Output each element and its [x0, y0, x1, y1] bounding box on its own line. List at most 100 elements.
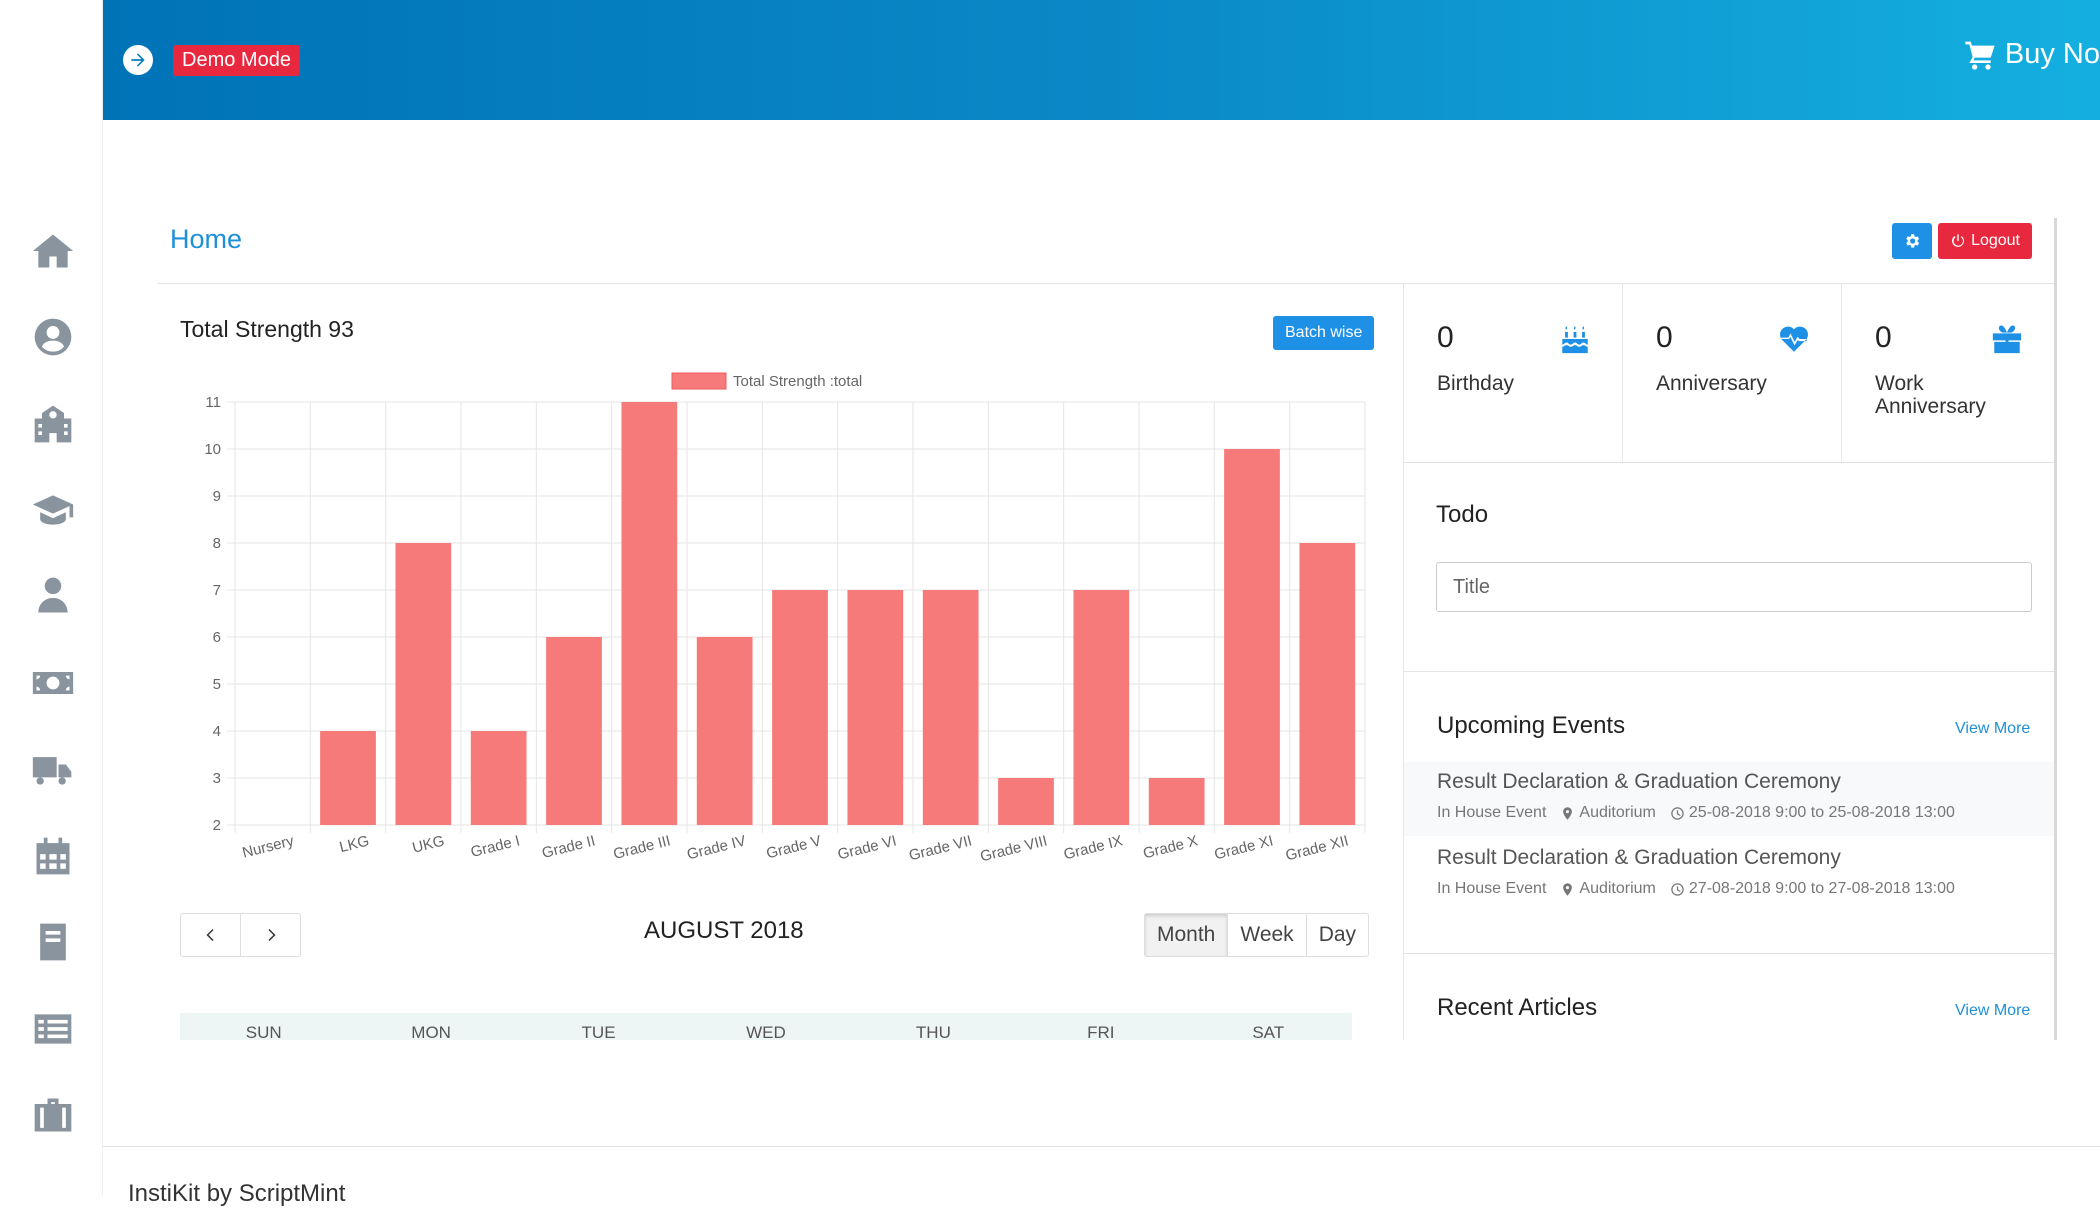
- event-item[interactable]: Result Declaration & Graduation Ceremony…: [1404, 838, 2054, 912]
- legend-label: Total Strength :total: [733, 373, 862, 390]
- user-circle-icon[interactable]: [28, 312, 78, 362]
- y-tick-label: 8: [213, 535, 221, 552]
- event-item[interactable]: Result Declaration & Graduation Ceremony…: [1404, 762, 2054, 836]
- view-week-button[interactable]: Week: [1228, 914, 1307, 956]
- weekday-label: SAT: [1252, 1023, 1285, 1040]
- x-tick-label: LKG: [338, 832, 371, 856]
- weekday-label: TUE: [581, 1023, 616, 1040]
- y-tick-label: 10: [204, 441, 221, 458]
- stat-value: 0: [1437, 321, 1454, 354]
- birthday-cake-icon: [1558, 322, 1592, 356]
- briefcase-icon[interactable]: [28, 1090, 78, 1140]
- x-tick-label: Grade XII: [1284, 832, 1350, 864]
- x-tick-label: UKG: [411, 832, 447, 856]
- graduation-cap-icon[interactable]: [28, 485, 78, 535]
- stat-anniversary: 0 Anniversary: [1623, 284, 1842, 462]
- next-button[interactable]: [241, 914, 300, 956]
- todo-divider: [1404, 671, 2054, 672]
- event-location-label: Auditorium: [1579, 804, 1656, 821]
- bar: [1148, 778, 1205, 825]
- event-meta: In House Event Auditorium 27-08-2018 9:0…: [1437, 880, 1955, 898]
- buy-now-label: Buy No: [2004, 38, 2100, 70]
- bar: [1224, 449, 1280, 825]
- bar: [621, 402, 678, 825]
- event-time: 25-08-2018 9:00 to 25-08-2018 13:00: [1670, 804, 1955, 822]
- bar: [395, 543, 452, 825]
- logout-label: Logout: [1971, 232, 2020, 249]
- x-tick-label: Grade IV: [685, 832, 747, 863]
- upcoming-events-title: Upcoming Events: [1437, 712, 1626, 739]
- legend-swatch: [671, 372, 727, 390]
- weekday-label: THU: [915, 1023, 951, 1040]
- x-tick-label: Grade VII: [907, 832, 973, 864]
- power-icon: [1952, 234, 1965, 247]
- prev-button[interactable]: [181, 914, 241, 956]
- batch-wise-button[interactable]: Batch wise: [1273, 316, 1375, 350]
- header-actions: Logout: [1892, 223, 2032, 259]
- cart-icon: [1965, 41, 1995, 70]
- weekday-label: MON: [411, 1023, 451, 1040]
- event-location: Auditorium: [1560, 880, 1656, 898]
- clock-icon: [1671, 806, 1684, 820]
- view-day-button[interactable]: Day: [1318, 923, 1357, 946]
- event-type: In House Event: [1437, 880, 1547, 897]
- buy-now-link[interactable]: Buy No: [1963, 38, 2100, 71]
- bar: [847, 590, 904, 825]
- y-tick-label: 5: [213, 676, 221, 693]
- bar: [320, 731, 376, 825]
- event-location: Auditorium: [1560, 804, 1656, 822]
- y-tick-label: 11: [205, 394, 221, 411]
- bar: [470, 731, 527, 825]
- book-icon[interactable]: [28, 917, 78, 967]
- events-view-more-link[interactable]: View More: [1955, 720, 2031, 737]
- arrow-right-icon[interactable]: [123, 45, 153, 75]
- top-bar: Demo Mode Buy No: [103, 0, 2100, 120]
- event-meta: In House Event Auditorium 25-08-2018 9:0…: [1437, 804, 1955, 822]
- bar: [772, 590, 828, 825]
- calendar-icon[interactable]: [28, 831, 78, 881]
- stat-value: 0: [1656, 321, 1673, 354]
- y-tick-label: 9: [213, 488, 221, 505]
- stat-value: 0: [1875, 321, 1892, 354]
- x-tick-label: Grade VI: [836, 832, 898, 863]
- footer-text: InstiKit by ScriptMint: [128, 1180, 346, 1207]
- x-tick-label: Grade X: [1141, 832, 1199, 862]
- x-tick-label: Grade VIII: [979, 832, 1049, 865]
- y-tick-label: 2: [213, 817, 221, 834]
- list-icon[interactable]: [28, 1004, 78, 1054]
- map-marker-icon: [1563, 806, 1573, 820]
- logout-button[interactable]: Logout: [1938, 223, 2032, 259]
- event-time-label: 27-08-2018 9:00 to 27-08-2018 13:00: [1688, 880, 1955, 897]
- bar: [546, 637, 602, 825]
- bar: [1299, 543, 1356, 825]
- x-tick-label: Grade XI: [1213, 832, 1275, 863]
- school-icon[interactable]: [28, 399, 78, 449]
- todo-title: Todo: [1436, 501, 1489, 528]
- calendar-nav: [180, 913, 301, 957]
- todo-title-input[interactable]: [1436, 562, 2032, 612]
- column-divider: [1403, 284, 1404, 1040]
- event-time: 27-08-2018 9:00 to 27-08-2018 13:00: [1670, 880, 1955, 898]
- event-title: Result Declaration & Graduation Ceremony: [1437, 846, 1841, 869]
- page-title[interactable]: Home: [170, 224, 243, 254]
- strength-bar-chart: Total Strength :total 2 3 4 5 6 7 8 9 10 11 Nursery…: [204, 372, 1366, 865]
- settings-button[interactable]: [1892, 223, 1933, 259]
- chart-panel-title: Total Strength 93: [180, 316, 354, 342]
- truck-icon[interactable]: [28, 745, 78, 795]
- articles-view-more-link[interactable]: View More: [1955, 1002, 2031, 1019]
- y-tick-label: 7: [213, 582, 221, 599]
- calendar-view-switcher: Month Week Day: [1144, 913, 1370, 957]
- home-icon[interactable]: [28, 226, 78, 276]
- y-tick-label: 6: [213, 629, 221, 646]
- view-month-button[interactable]: Month: [1145, 914, 1229, 956]
- money-icon[interactable]: [28, 658, 78, 708]
- x-tick-label: Grade V: [765, 832, 823, 862]
- gear-icon: [1906, 234, 1920, 248]
- footer-divider: [103, 1146, 2100, 1147]
- weekday-label: WED: [746, 1023, 786, 1040]
- stats-divider: [1404, 462, 2054, 463]
- x-tick-label: Grade IX: [1062, 832, 1124, 863]
- heartbeat-icon: [1777, 322, 1811, 356]
- weekday-label: FRI: [1087, 1023, 1115, 1040]
- teacher-icon[interactable]: [28, 571, 78, 621]
